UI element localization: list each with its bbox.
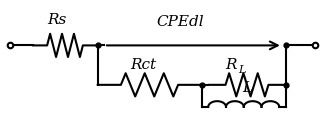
Text: R: R (225, 57, 237, 71)
Text: L: L (238, 64, 245, 74)
Text: L: L (242, 80, 252, 94)
Text: Rs: Rs (47, 13, 67, 26)
Text: Rct: Rct (130, 57, 156, 71)
Text: CPEdl: CPEdl (157, 15, 204, 29)
